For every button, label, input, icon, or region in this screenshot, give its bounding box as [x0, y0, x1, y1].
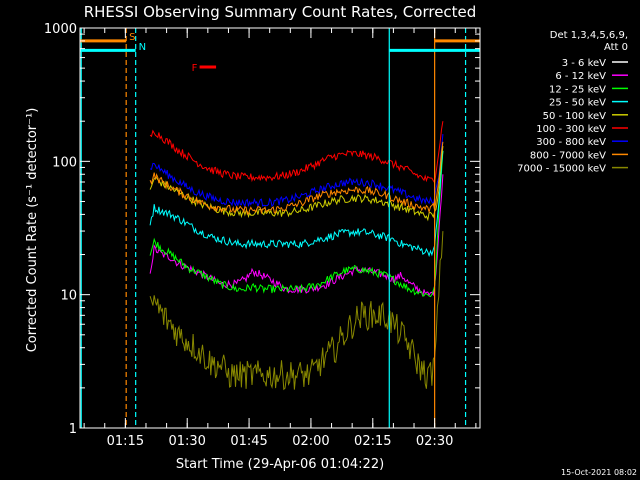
- legend-entry-label-7: 800 - 7000 keV: [530, 150, 606, 161]
- y-tick-label-0: 1: [69, 422, 77, 437]
- y-tick-label-3: 1000: [44, 22, 77, 37]
- series-line-2: [149, 150, 444, 298]
- legend-entry-label-2: 12 - 25 keV: [549, 84, 606, 95]
- event-label-0: S: [129, 32, 135, 43]
- y-tick-label-2: 100: [52, 155, 77, 170]
- x-tick-label-0: 01:15: [107, 434, 144, 449]
- legend-entry-label-8: 7000 - 15000 keV: [517, 164, 606, 175]
- x-tick-label-2: 01:45: [230, 434, 267, 449]
- x-axis-label: Start Time (29-Apr-06 01:04:22): [176, 457, 384, 472]
- legend: Det 1,3,4,5,6,9,Att 0 3 - 6 keV 6 - 12 keV…: [517, 30, 628, 175]
- legend-entry-label-3: 25 - 50 keV: [549, 98, 606, 109]
- x-tick-label-3: 02:00: [292, 434, 329, 449]
- axes-layer: 1 10 100 1000 01:15 01:30 01:45 02:00 02:15 02:30: [44, 22, 481, 449]
- event-label-1: N: [139, 42, 146, 53]
- legend-title-line-1: Att 0: [604, 42, 628, 53]
- series-line-0: [149, 198, 444, 401]
- chart-title: RHESSI Observing Summary Count Rates, Co…: [84, 3, 477, 21]
- x-tick-label-5: 02:30: [416, 434, 453, 449]
- marker-layer: SN F: [80, 28, 480, 428]
- flare-marker-label: F: [192, 63, 198, 74]
- legend-entry-label-4: 50 - 100 keV: [543, 111, 607, 122]
- footer-timestamp: 15-Oct-2021 08:02: [561, 468, 637, 477]
- legend-entry-label-1: 6 - 12 keV: [555, 71, 606, 82]
- series-line-6: [149, 134, 444, 209]
- series-line-1: [149, 174, 444, 297]
- legend-entry-label-5: 100 - 300 keV: [536, 124, 606, 135]
- legend-title-line-0: Det 1,3,4,5,6,9,: [550, 30, 628, 41]
- series-line-8: [149, 231, 444, 391]
- legend-entry-label-6: 300 - 800 keV: [536, 137, 606, 148]
- series-line-5: [149, 121, 444, 185]
- x-tick-label-4: 02:15: [354, 434, 391, 449]
- y-tick-label-1: 10: [60, 289, 77, 304]
- y-axis-label: Corrected Count Rate (s⁻¹ detector⁻¹): [25, 108, 40, 353]
- x-tick-label-1: 01:30: [168, 434, 205, 449]
- series-layer: [149, 121, 444, 401]
- series-line-3: [149, 150, 444, 258]
- series-line-7: [149, 141, 444, 215]
- plot-frame: [79, 27, 481, 429]
- legend-entry-label-0: 3 - 6 keV: [562, 58, 606, 69]
